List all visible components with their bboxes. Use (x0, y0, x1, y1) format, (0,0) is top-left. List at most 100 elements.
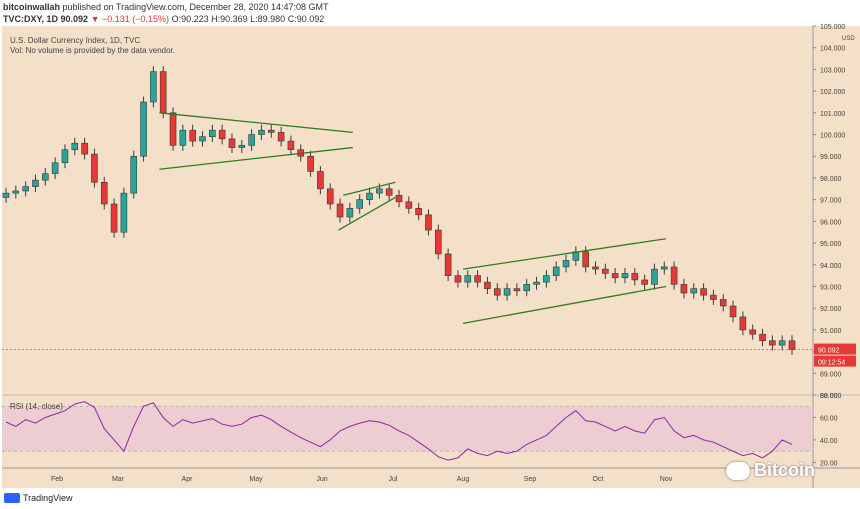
countdown-value: 09:12:54 (818, 360, 845, 367)
candle-body (150, 71, 157, 103)
price-tick-label: 95.000 (820, 241, 842, 248)
candle-body (2, 192, 10, 198)
month-label-sep: Sep (524, 476, 537, 483)
price-tick-label: 91.000 (820, 328, 842, 335)
month-label-aug: Aug (457, 476, 470, 483)
trendline (462, 285, 667, 325)
candle-body (199, 136, 206, 142)
candle-body (228, 138, 236, 148)
candle-body (395, 195, 403, 203)
candle-body (621, 273, 629, 279)
candle-body (267, 129, 275, 133)
candle-body (22, 186, 29, 192)
candle-body (710, 294, 717, 300)
candle-body (484, 281, 491, 289)
price-tick-label: 98.000 (820, 176, 842, 183)
price-tick-label: 97.000 (820, 198, 842, 205)
candle-body (287, 140, 295, 151)
candle-body (788, 340, 796, 350)
trendline (338, 196, 396, 231)
candle-body (680, 283, 688, 294)
publish-header: bitcoinwallah published on TradingView.c… (0, 0, 860, 26)
volume-note: Vol: No volume is provided by the data v… (10, 46, 175, 55)
candle-body (670, 266, 678, 285)
price-tick-label: 89.000 (820, 371, 842, 378)
low-label: L:89.980 (250, 14, 286, 24)
bitcoin-watermark: Bitcoin (726, 460, 815, 481)
candle-body (100, 181, 108, 205)
chart-title: U.S. Dollar Currency Index, 1D, TVC (10, 36, 141, 45)
candle-body (91, 153, 98, 183)
candle-body (493, 288, 501, 296)
candle-body (425, 214, 432, 231)
candle-body (366, 192, 373, 200)
rsi-label: RSI (14, close) (10, 402, 63, 411)
open-label: O:90.223 (171, 14, 209, 24)
month-label-nov: Nov (660, 476, 673, 483)
trendline (159, 112, 353, 134)
candle-body (729, 305, 737, 318)
candle-body (464, 275, 472, 283)
candle-body (110, 203, 118, 233)
currency-label: USD (842, 36, 855, 42)
candle-body (258, 129, 265, 135)
candle-body (336, 203, 344, 218)
candle-body (130, 155, 138, 194)
price-tick-label: 105.000 (820, 24, 845, 31)
candle-body (415, 208, 422, 216)
price-tick-label: 103.000 (820, 67, 845, 74)
symbol-line: TVC:DXY, 1D 90.092 ▼ −0.131 (−0.15%) O:9… (3, 14, 324, 24)
rsi-tick-label: 20.00 (820, 460, 838, 467)
candle-body (376, 188, 383, 194)
tradingview-logo[interactable]: TradingView (4, 493, 73, 503)
author-name[interactable]: bitcoinwallah (3, 2, 61, 12)
price-tag (814, 343, 856, 355)
candle-body (326, 188, 334, 205)
candle-body (179, 129, 187, 146)
month-label-mar: Mar (112, 476, 125, 483)
main-pane-bg (2, 26, 813, 395)
time-axis-bg (2, 468, 813, 488)
candle-body (159, 71, 167, 114)
trendline (159, 146, 353, 170)
price-tag-value: 90.092 (818, 348, 840, 355)
candle-body (317, 171, 324, 190)
price-tick-label: 96.000 (820, 219, 842, 226)
price-tick-label: 93.000 (820, 284, 842, 291)
month-label-jul: Jul (389, 476, 398, 483)
price-tick-label: 92.000 (820, 306, 842, 313)
candle-body (474, 275, 481, 283)
candle-body (513, 288, 521, 292)
candle-body (385, 188, 393, 196)
candle-body (543, 275, 550, 283)
candle-body (739, 316, 747, 331)
price-change: ▼ −0.131 (−0.15%) (90, 14, 170, 24)
candle-body (602, 268, 609, 274)
candle-body (12, 190, 20, 194)
candle-body (582, 251, 589, 268)
rsi-tick-label: 60.00 (820, 415, 838, 422)
candle-body (405, 201, 413, 209)
candle-body (454, 275, 462, 283)
candle-body (218, 129, 226, 140)
candle-body (523, 283, 531, 292)
candle-body (769, 340, 776, 346)
publisher-line: bitcoinwallah published on TradingView.c… (3, 2, 329, 12)
candle-body (651, 268, 658, 285)
rsi-band (2, 406, 813, 452)
rsi-tick-label: 80.00 (820, 393, 838, 400)
watermark-text: Bitcoin (754, 460, 815, 480)
price-tick-label: 102.000 (820, 89, 845, 96)
candle-body (592, 266, 599, 270)
candle-body (120, 192, 128, 233)
candle-body (700, 288, 707, 296)
close-label: C:90.092 (287, 14, 325, 24)
wechat-icon (726, 461, 750, 480)
candle-body (690, 288, 698, 294)
price-tick-label: 100.000 (820, 133, 845, 140)
tradingview-brand: TradingView (23, 493, 73, 503)
countdown-tag (814, 355, 856, 367)
candle-body (140, 101, 147, 157)
candle-body (307, 155, 314, 172)
